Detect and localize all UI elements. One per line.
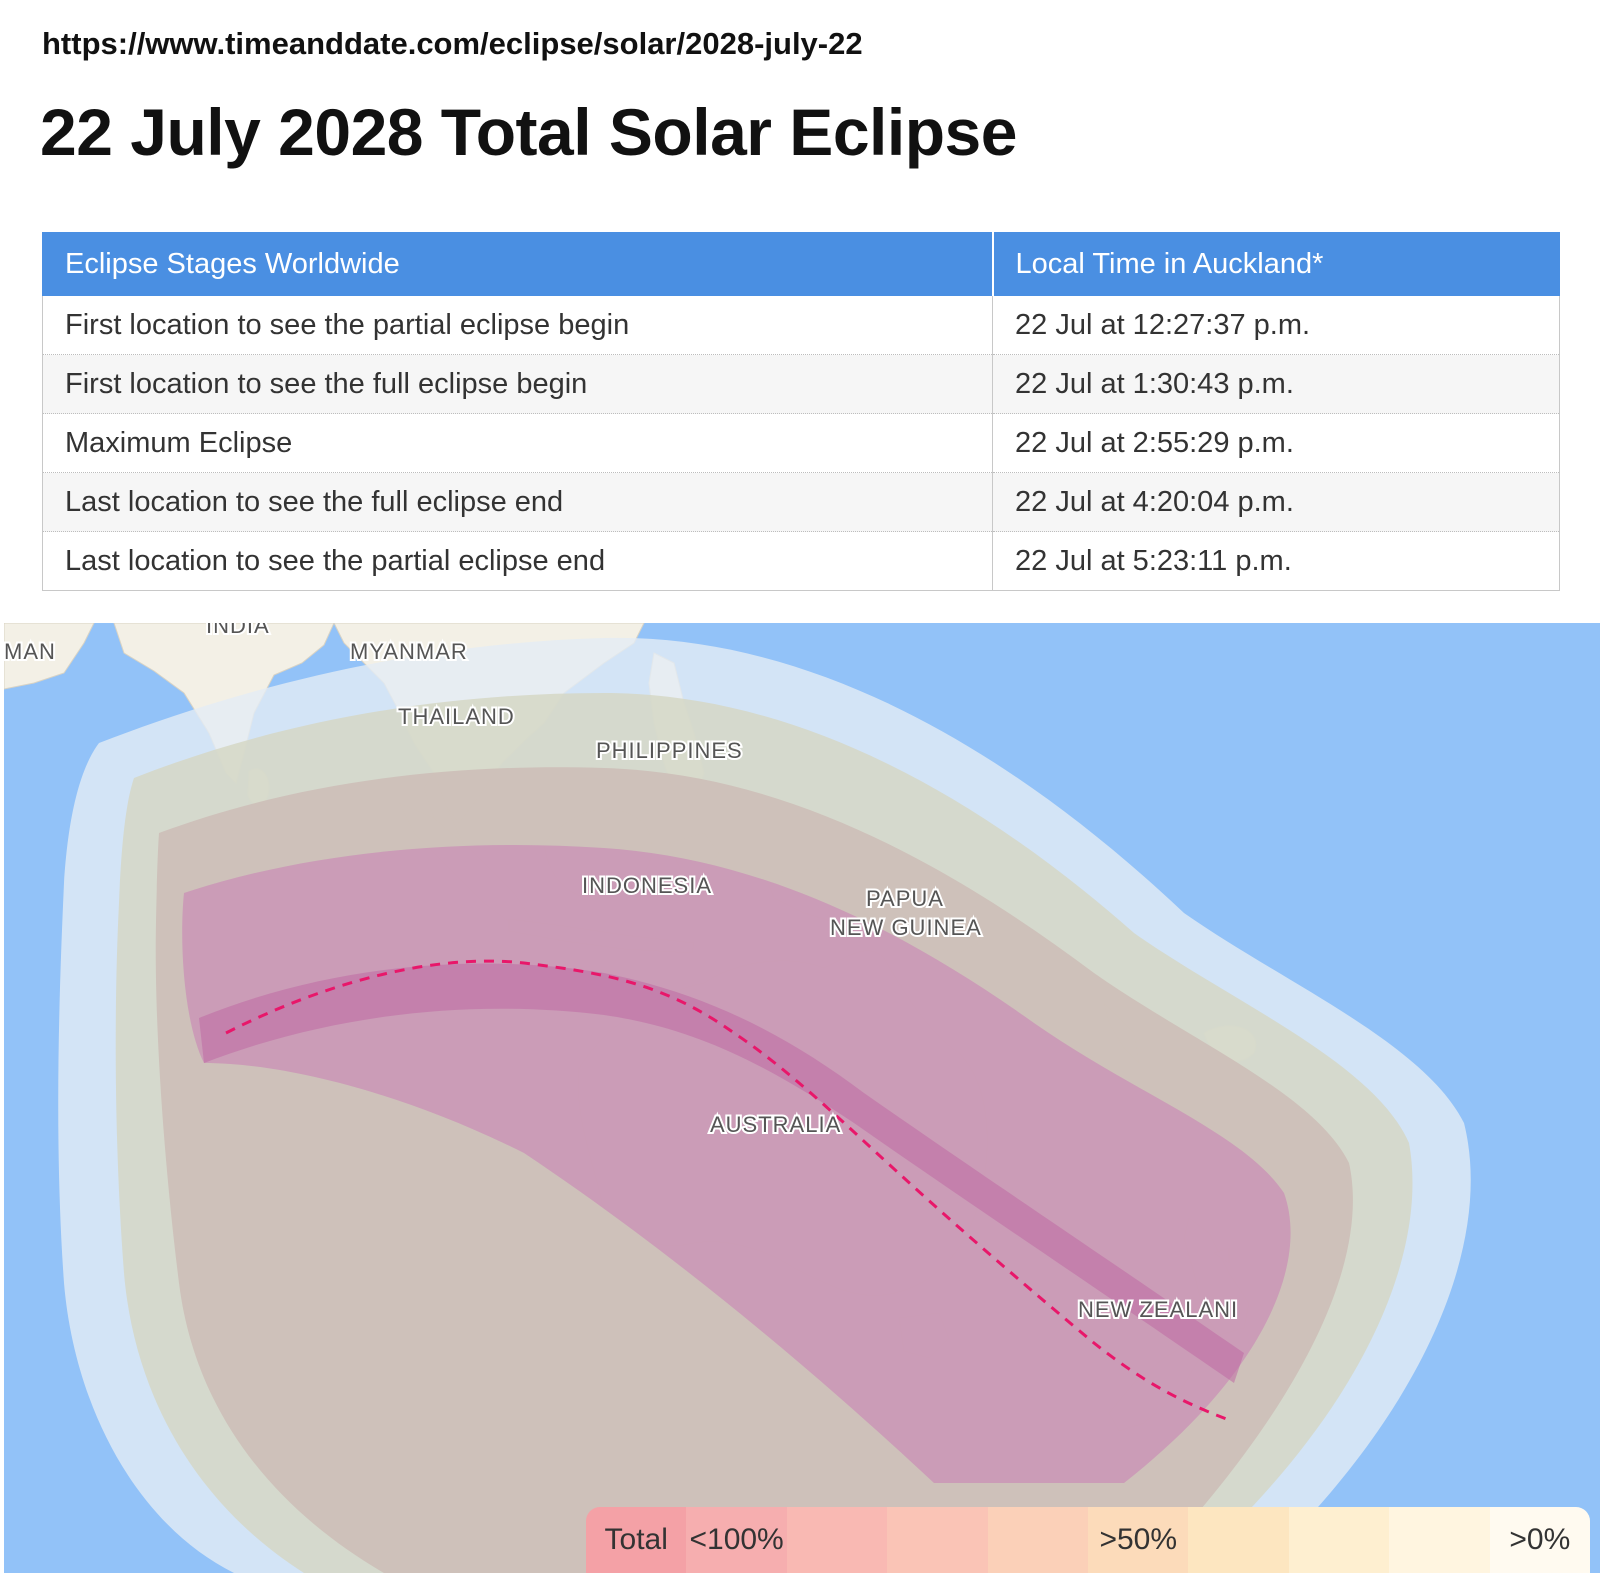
land-oman: [4, 623, 95, 690]
page-title: 22 July 2028 Total Solar Eclipse: [40, 95, 1017, 169]
table-row: Last location to see the full eclipse en…: [42, 472, 1560, 532]
stage-time: 22 Jul at 4:20:04 p.m.: [992, 472, 1560, 532]
band-totality-core: [199, 963, 1244, 1383]
stage-time: 22 Jul at 12:27:37 p.m.: [992, 295, 1560, 355]
stage-name: Last location to see the partial eclipse…: [42, 531, 993, 591]
page-url[interactable]: https://www.timeanddate.com/eclipse/sola…: [42, 26, 863, 61]
eclipse-map-svg[interactable]: MAN INDIA MYANMAR THAILAND PHILIPPINES I…: [4, 623, 1600, 1573]
label-oman: MAN: [4, 639, 56, 664]
totality-center-line: [225, 959, 1230, 1422]
label-myanmar: MYANMAR: [350, 639, 468, 664]
legend-swatch: [786, 1507, 888, 1573]
eclipse-stages-table: Eclipse Stages Worldwide Local Time in A…: [42, 232, 1560, 591]
stage-name: First location to see the full eclipse b…: [42, 354, 993, 414]
eclipse-legend: Total <100% >50% >0%: [586, 1507, 1590, 1573]
stage-name: Maximum Eclipse: [42, 413, 993, 473]
table-row: Maximum Eclipse 22 Jul at 2:55:29 p.m.: [42, 413, 1560, 473]
eclipse-bands: [58, 637, 1471, 1573]
table-row: First location to see the full eclipse b…: [42, 354, 1560, 414]
label-philippines: PHILIPPINES: [596, 738, 743, 763]
eclipse-map[interactable]: MAN INDIA MYANMAR THAILAND PHILIPPINES I…: [4, 623, 1600, 1573]
label-india: INDIA: [206, 623, 270, 638]
legend-swatch-gt50: >50%: [1088, 1507, 1189, 1573]
table-header-row: Eclipse Stages Worldwide Local Time in A…: [42, 232, 1560, 296]
label-new-zealand: NEW ZEALANI: [1078, 1297, 1238, 1322]
label-indonesia: INDONESIA: [582, 873, 712, 898]
legend-swatch: [987, 1507, 1089, 1573]
stage-name: First location to see the partial eclips…: [42, 295, 993, 355]
header-eclipse-stages: Eclipse Stages Worldwide: [42, 232, 993, 296]
legend-swatch: [1188, 1507, 1289, 1573]
stage-time: 22 Jul at 1:30:43 p.m.: [992, 354, 1560, 414]
stage-name: Last location to see the full eclipse en…: [42, 472, 993, 532]
legend-swatch: [1288, 1507, 1390, 1573]
legend-swatch-lt100: <100%: [686, 1507, 787, 1573]
table-row: First location to see the partial eclips…: [42, 295, 1560, 355]
label-papua: PAPUA: [866, 886, 944, 911]
legend-swatch-total: Total: [586, 1507, 687, 1573]
header-local-time: Local Time in Auckland*: [991, 232, 1560, 296]
label-new-guinea: NEW GUINEA: [830, 915, 982, 940]
stage-time: 22 Jul at 2:55:29 p.m.: [992, 413, 1560, 473]
legend-swatch: [887, 1507, 988, 1573]
label-thailand: THAILAND: [398, 704, 515, 729]
label-australia: AUSTRALIA: [710, 1112, 841, 1137]
legend-swatch: [1389, 1507, 1490, 1573]
stage-time: 22 Jul at 5:23:11 p.m.: [992, 531, 1560, 591]
table-row: Last location to see the partial eclipse…: [42, 531, 1560, 591]
legend-swatch-gt0: >0%: [1489, 1507, 1590, 1573]
